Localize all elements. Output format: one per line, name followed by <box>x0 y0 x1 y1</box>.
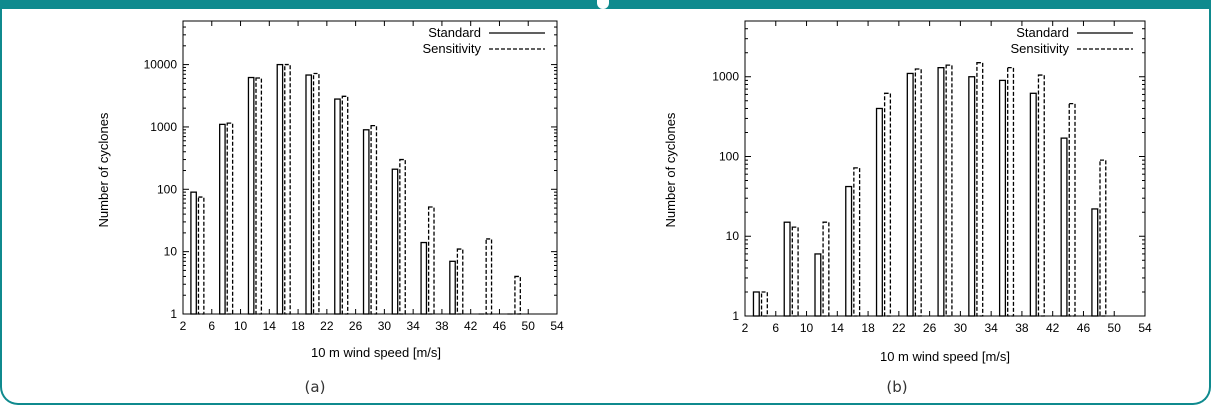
bar <box>853 167 861 317</box>
bar <box>1091 208 1099 317</box>
x-tick-label: 54 <box>550 319 564 333</box>
y-axis-label: Number of cyclones <box>96 112 111 227</box>
x-tick-label: 10 <box>800 321 814 335</box>
bar <box>312 72 320 315</box>
y-tick-label: 10 <box>164 245 178 259</box>
bar <box>875 107 883 317</box>
x-tick-label: 34 <box>984 321 998 335</box>
bar <box>362 129 370 315</box>
y-tick-label: 100 <box>719 149 739 163</box>
bar <box>456 248 464 315</box>
bar <box>370 124 378 315</box>
bar <box>945 64 953 317</box>
x-tick-label: 6 <box>772 321 779 335</box>
bar <box>822 221 830 317</box>
x-tick-label: 42 <box>1046 321 1060 335</box>
x-tick-label: 46 <box>1077 321 1091 335</box>
bar <box>914 68 922 317</box>
legend-label: Sensitivity <box>1010 41 1069 56</box>
x-tick-label: 18 <box>861 321 875 335</box>
bar <box>276 63 284 315</box>
x-tick-label: 18 <box>291 319 305 333</box>
legend-label: Standard <box>1016 25 1069 40</box>
bar <box>420 241 428 315</box>
bar <box>226 122 234 315</box>
x-tick-label: 22 <box>892 321 906 335</box>
bar <box>449 260 456 315</box>
x-tick-label: 14 <box>831 321 845 335</box>
legend-label: Sensitivity <box>422 41 481 56</box>
x-tick-label: 2 <box>180 319 187 333</box>
bar <box>514 275 521 315</box>
x-tick-label: 38 <box>435 319 449 333</box>
bar <box>334 98 341 315</box>
x-tick-label: 6 <box>208 319 215 333</box>
bar <box>399 158 406 315</box>
bar <box>1068 102 1076 317</box>
y-tick-label: 10 <box>726 229 740 243</box>
y-tick-label: 10000 <box>144 58 178 72</box>
bar <box>1099 159 1107 317</box>
y-tick-label: 1 <box>732 309 739 323</box>
y-tick-label: 100 <box>157 182 177 196</box>
caption-a: (a) <box>304 378 326 396</box>
x-tick-label: 26 <box>349 319 363 333</box>
bar <box>391 168 399 315</box>
bar <box>1007 67 1015 317</box>
x-tick-label: 42 <box>464 319 478 333</box>
bar <box>1060 137 1068 317</box>
bar <box>845 185 853 317</box>
bar <box>968 76 976 317</box>
y-tick-label: 1000 <box>712 70 739 84</box>
x-tick-label: 38 <box>1015 321 1029 335</box>
x-tick-label: 30 <box>378 319 392 333</box>
x-tick-label: 46 <box>493 319 507 333</box>
x-tick-label: 30 <box>954 321 968 335</box>
plot-frame <box>182 20 558 315</box>
bar <box>305 74 313 315</box>
bar <box>197 196 205 315</box>
caption-b: (b) <box>886 378 908 396</box>
bar <box>760 291 768 317</box>
chart-a: Number of cyclones 10 m wind speed [m/s]… <box>96 20 564 360</box>
bar <box>937 67 945 317</box>
x-tick-label: 14 <box>263 319 277 333</box>
x-tick-label: 50 <box>522 319 536 333</box>
bar <box>427 206 435 315</box>
bar <box>247 76 255 315</box>
bar <box>485 238 493 315</box>
x-tick-label: 22 <box>320 319 334 333</box>
bar <box>341 95 349 315</box>
x-axis-label: 10 m wind speed [m/s] <box>311 345 441 360</box>
bar <box>783 221 791 317</box>
bar <box>284 63 291 315</box>
bar <box>255 77 263 315</box>
bar <box>1037 74 1045 317</box>
bar <box>906 72 914 317</box>
bar <box>1029 92 1037 317</box>
bar <box>190 191 197 315</box>
bar <box>752 291 760 317</box>
bar <box>814 253 822 317</box>
x-tick-label: 2 <box>742 321 749 335</box>
bar <box>998 79 1007 317</box>
bar <box>219 123 226 315</box>
y-axis-label: Number of cyclones <box>663 112 678 227</box>
x-tick-label: 26 <box>923 321 937 335</box>
plot-frame <box>744 20 1146 317</box>
top-banner-notch <box>597 0 609 9</box>
x-tick-label: 50 <box>1108 321 1122 335</box>
legend-label: Standard <box>428 25 481 40</box>
bar <box>791 226 799 317</box>
y-tick-label: 1000 <box>150 120 177 134</box>
bar <box>883 92 892 317</box>
y-tick-label: 1 <box>170 307 177 321</box>
x-axis-label: 10 m wind speed [m/s] <box>880 349 1010 364</box>
x-tick-label: 10 <box>234 319 248 333</box>
x-tick-label: 34 <box>406 319 420 333</box>
bar <box>976 62 984 317</box>
chart-b: Number of cyclones 10 m wind speed [m/s]… <box>663 20 1152 364</box>
x-tick-label: 54 <box>1138 321 1152 335</box>
